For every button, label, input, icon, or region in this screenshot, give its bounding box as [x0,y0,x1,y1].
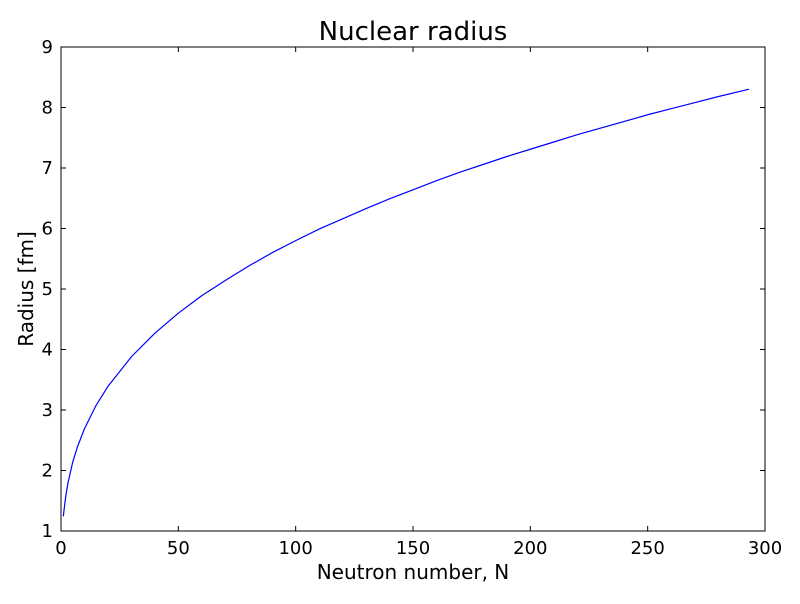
y-axis-label: Radius [fm] [14,231,38,347]
y-tick-label: 3 [42,400,53,421]
x-tick-label: 50 [167,538,190,559]
x-tick-label: 100 [278,538,312,559]
y-tick-label: 1 [42,521,53,542]
y-tick-label: 7 [42,158,53,179]
x-tick-label: 300 [748,538,782,559]
x-tick-label: 0 [55,538,66,559]
series-line [62,88,750,517]
y-tick-label: 6 [42,219,53,240]
x-tick-label: 200 [513,538,547,559]
lines-layer [62,88,750,517]
y-tick-label: 2 [42,461,53,482]
chart-title: Nuclear radius [319,17,508,47]
y-tick-label: 4 [42,340,53,361]
ticks-layer: 0 50 100 150 200 250 300 1 2 3 4 5 6 7 8 9 [42,37,783,559]
y-tick-label: 9 [42,37,53,58]
x-tick-label: 250 [630,538,664,559]
y-tick-label: 5 [42,279,53,300]
x-tick-label: 150 [396,538,430,559]
y-tick-label: 8 [42,98,53,119]
x-axis-label: Neutron number, N [317,560,510,584]
plot-frame [60,46,766,532]
